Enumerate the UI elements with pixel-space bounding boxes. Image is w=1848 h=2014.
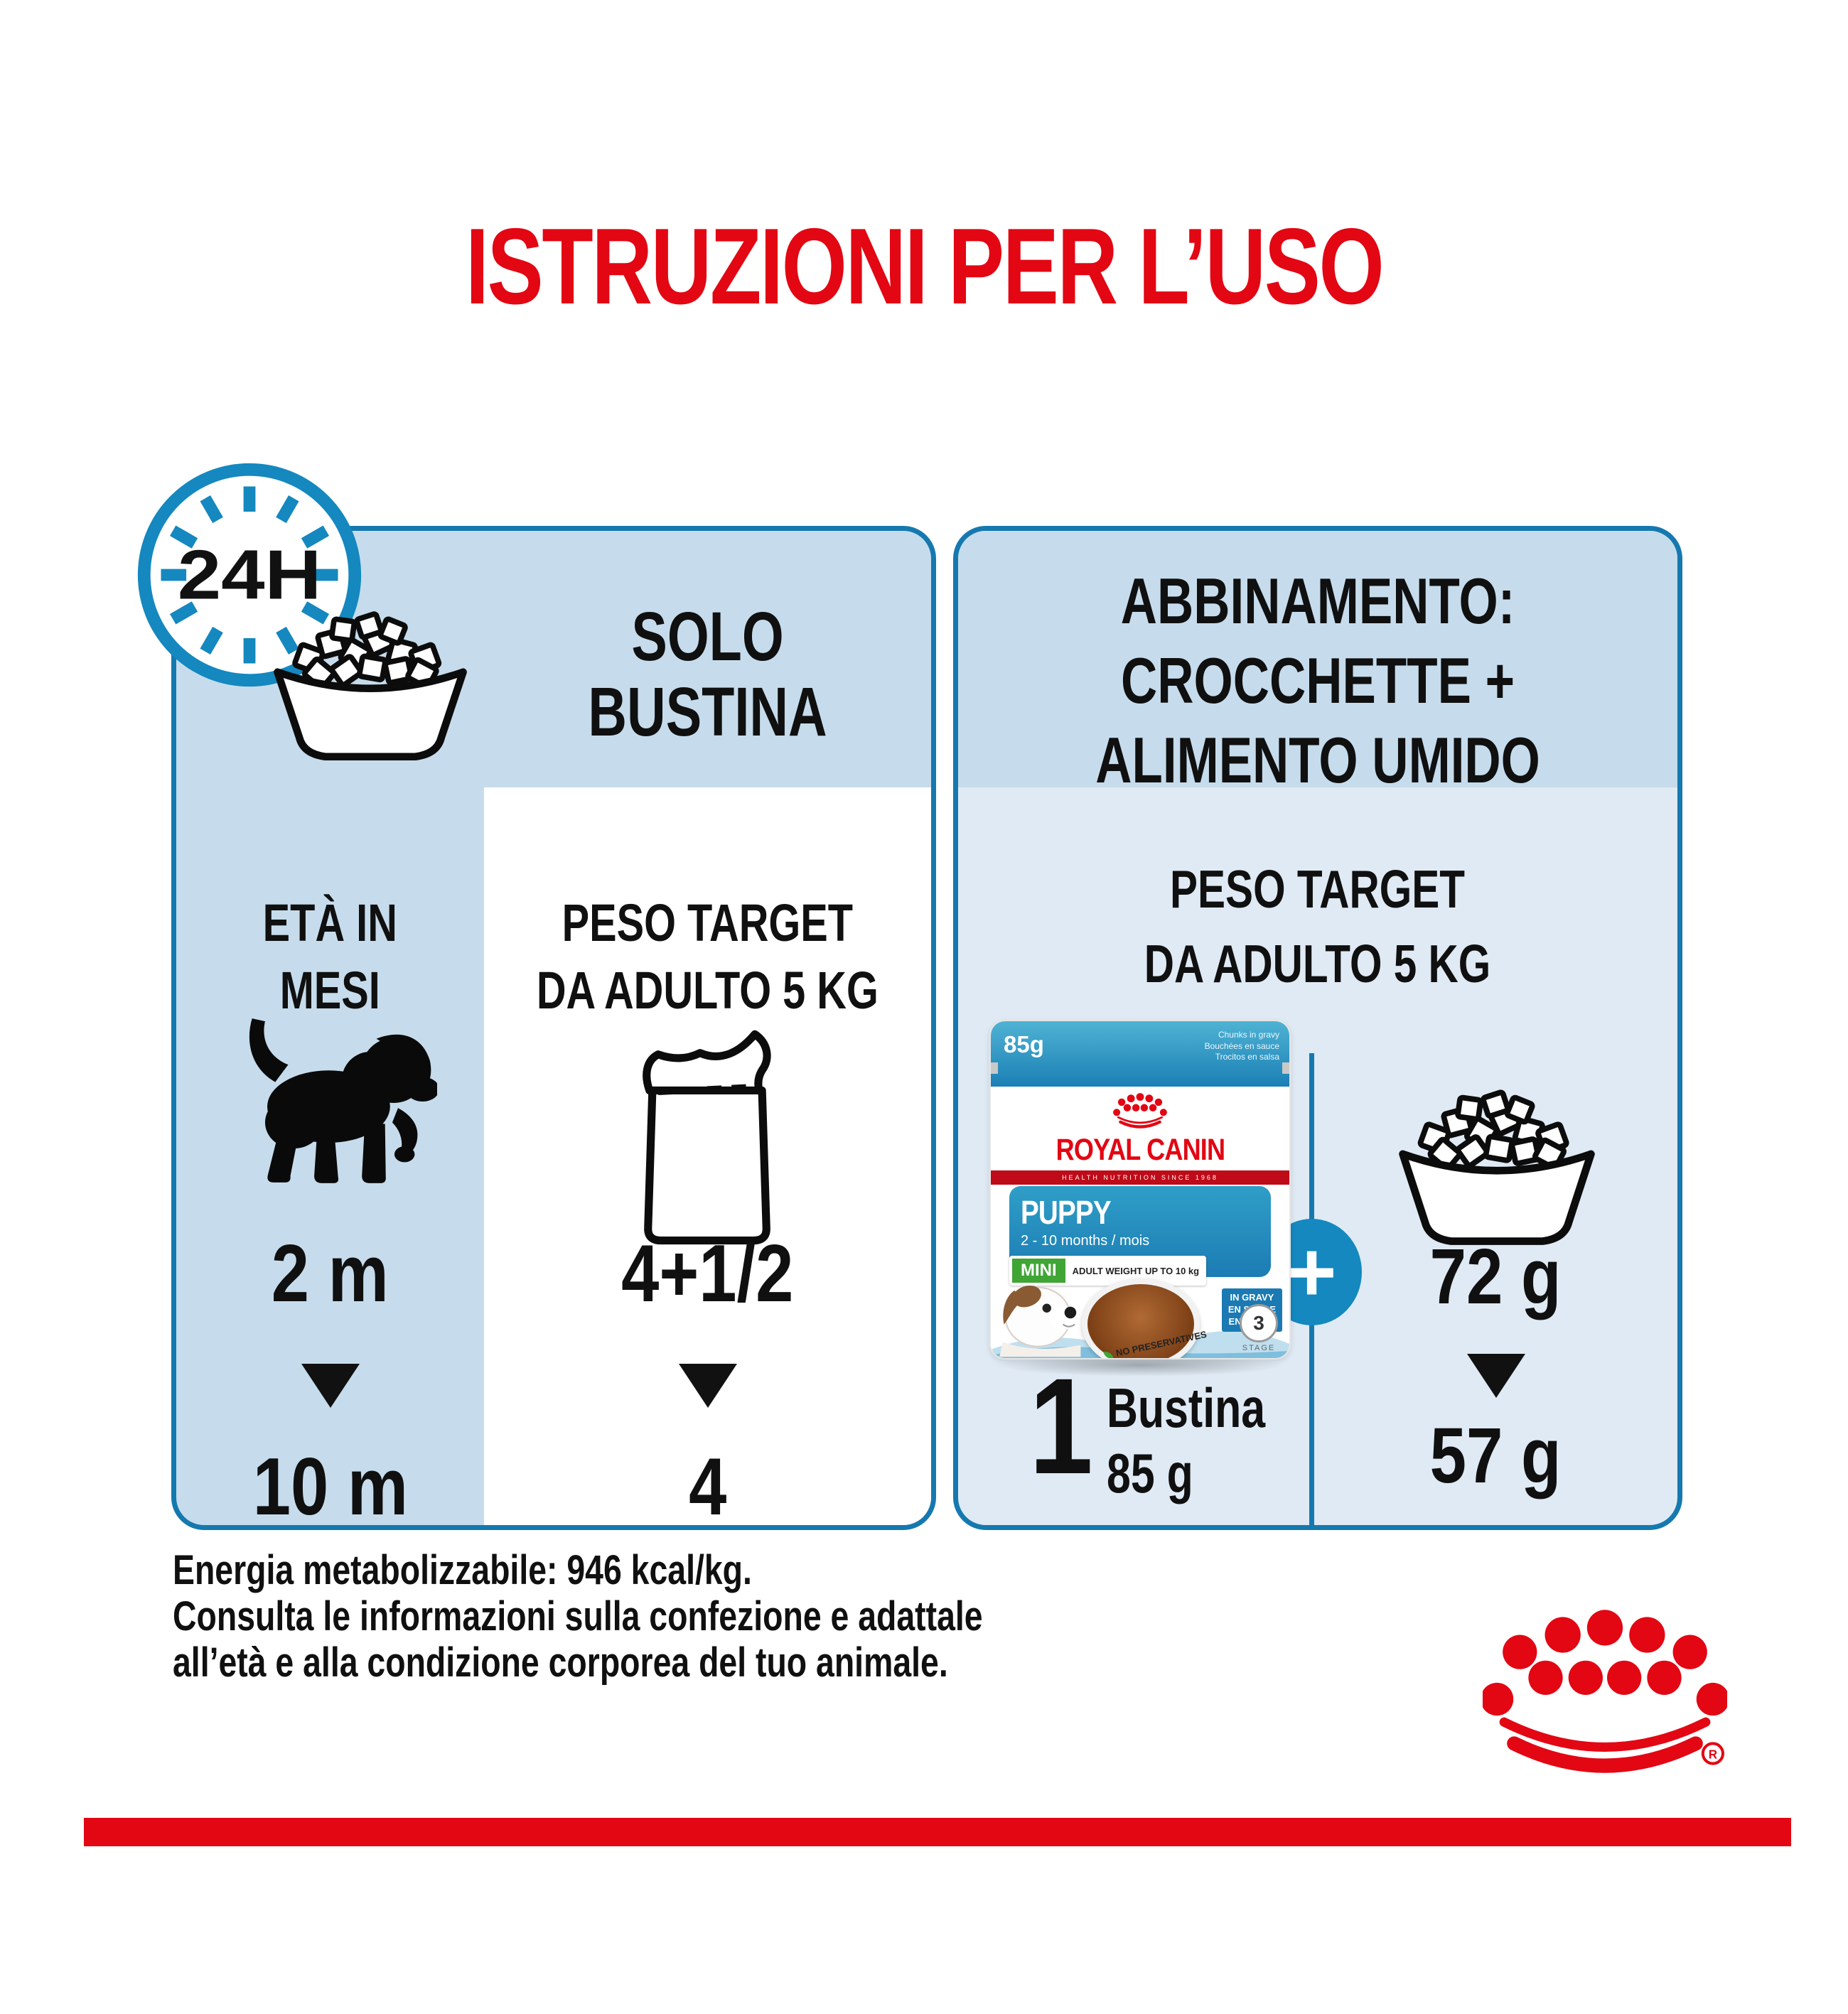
svg-text:24H: 24H [178, 536, 322, 614]
pouch-top-band: 85g Chunks in gravy Bouchées en sauce Tr… [991, 1021, 1289, 1087]
pouch-only-heading-line2: BUSTINA [588, 672, 827, 750]
pouch-range-name: PUPPY [1021, 1194, 1112, 1231]
pouch-outline-icon [643, 1030, 771, 1245]
pouch-notch-right [1282, 1062, 1289, 1074]
footer-line1: Energia metabolizzabile: 946 kcal/kg. [173, 1547, 752, 1593]
triangle-down-icon [301, 1364, 360, 1408]
pouch-only-heading-line1: SOLO [631, 598, 784, 675]
puppy-silhouette-icon [249, 1018, 437, 1183]
pouch-only-panel: SOLO BUSTINA ETÀ IN MESI PESO TARGET DA … [171, 526, 936, 1530]
24h-clock-icon: 24H [137, 463, 362, 687]
target-weight-line2: DA ADULTO 5 KG [536, 960, 879, 1020]
puppy-photo [999, 1285, 1081, 1357]
kibble-arrow-row [1314, 1354, 1677, 1398]
pouch-end-value: 4 [688, 1442, 727, 1530]
leaf-icon [1103, 1350, 1114, 1358]
stage-label: STAGE [1242, 1344, 1276, 1352]
target-weight-column-heading: PESO TARGET DA ADULTO 5 KG [484, 890, 931, 1024]
pouch-brand-name: ROYAL CANIN [1055, 1133, 1225, 1167]
pouch-arrow-row [484, 1364, 931, 1408]
kibble-bowl-icon [1399, 1089, 1595, 1245]
mixed-feeding-panel: ABBINAMENTO: CROCCHETTE + ALIMENTO UMIDO… [953, 526, 1682, 1530]
pouch-age-range: 2 - 10 months / mois [1021, 1233, 1150, 1249]
pouch-size-badge: MINI [1012, 1259, 1065, 1283]
pouch-start-value: 4+1/2 [621, 1229, 794, 1319]
mixed-feeding-header-band [958, 531, 1677, 787]
pouch-unit-text: Bustina [1106, 1377, 1265, 1439]
pouch-tagline-strip: HEALTH NUTRITION SINCE 1968 [991, 1170, 1289, 1185]
footer-line3: all’età e alla condizione corporea del t… [173, 1639, 948, 1686]
pouch-stage-badge: 3 STAGE [1237, 1304, 1281, 1352]
mixed-heading-line1: ABBINAMENTO: [1120, 566, 1515, 637]
kibble-start-value: 72 g [1430, 1233, 1562, 1320]
page-title: ISTRUZIONI PER L’USO [0, 205, 1848, 329]
age-end-value: 10 m [252, 1442, 408, 1530]
royal-canin-crown-logo: R [1483, 1610, 1727, 1773]
page-title-text: ISTRUZIONI PER L’USO [465, 206, 1385, 327]
pouch-food-photo [1082, 1278, 1200, 1358]
mixed-heading-line2: CROCCHETTE + [1120, 645, 1515, 717]
footer-line2: Consulta le informazioni sulla confezion… [173, 1593, 983, 1639]
pouch-weight-limit: ADULT WEIGHT UP TO 10 kg [1072, 1265, 1200, 1276]
pouch-weight-text: 85 g [1106, 1442, 1193, 1505]
pouch-weight-badge: 85g [1004, 1031, 1044, 1057]
triangle-down-icon [678, 1364, 737, 1408]
mixed-subheading-line1: PESO TARGET [1170, 859, 1466, 919]
kibble-bowl-icon [274, 611, 467, 760]
pouch-body: 85g Chunks in gravy Bouchées en sauce Tr… [989, 1020, 1291, 1359]
stage-number: 3 [1240, 1304, 1278, 1342]
age-heading-line1: ETÀ IN [262, 893, 398, 952]
footer-note: Energia metabolizzabile: 946 kcal/kg. Co… [173, 1547, 983, 1686]
age-heading-line2: MESI [279, 960, 381, 1020]
svg-text:R: R [1709, 1748, 1717, 1762]
age-column-heading: ETÀ IN MESI [176, 890, 484, 1024]
bottom-red-bar [84, 1818, 1791, 1846]
mixed-heading-line3: ALIMENTO UMIDO [1095, 724, 1540, 797]
mixed-feeding-heading: ABBINAMENTO: CROCCHETTE + ALIMENTO UMIDO [958, 562, 1677, 801]
age-arrow-row [176, 1364, 484, 1408]
pouch-size-row: MINI ADULT WEIGHT UP TO 10 kg [1009, 1256, 1207, 1286]
pouch-product-image: 85g Chunks in gravy Bouchées en sauce Tr… [989, 1020, 1291, 1377]
mixed-target-weight-heading: PESO TARGET DA ADULTO 5 KG [958, 852, 1677, 1001]
triangle-down-icon [1466, 1354, 1525, 1398]
pouch-notch-left [991, 1062, 998, 1074]
target-weight-line1: PESO TARGET [562, 893, 854, 952]
pouch-texture-desc: Chunks in gravy Bouchées en sauce Trocit… [1204, 1030, 1279, 1062]
royal-canin-crown-icon [1113, 1093, 1167, 1129]
wet-portion-label: 1 Bustina 85 g [1024, 1350, 1310, 1506]
kibble-end-value: 57 g [1430, 1412, 1562, 1499]
age-start-value: 2 m [271, 1229, 390, 1319]
mixed-subheading-line2: DA ADULTO 5 KG [1144, 934, 1491, 993]
pouch-count: 1 [1029, 1350, 1093, 1502]
pouch-count-unit: Bustina 85 g [1107, 1368, 1310, 1506]
pouch-brand-block: ROYAL CANIN [991, 1087, 1289, 1168]
pouch-only-heading: SOLO BUSTINA [484, 599, 931, 749]
